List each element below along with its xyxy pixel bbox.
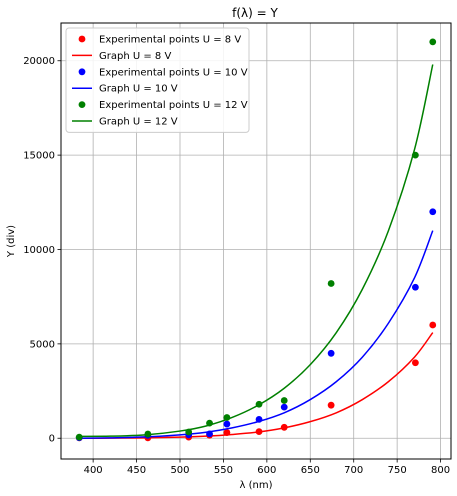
data-point bbox=[411, 283, 419, 291]
legend-label: Experimental points U = 8 V bbox=[99, 35, 241, 46]
y-tick-label: 5000 bbox=[30, 339, 55, 350]
y-tick-label: 0 bbox=[49, 434, 55, 445]
x-tick-label: 650 bbox=[301, 465, 320, 476]
x-tick-label: 450 bbox=[127, 465, 146, 476]
data-point bbox=[75, 433, 83, 441]
y-tick-label: 20000 bbox=[23, 56, 55, 67]
y-tick-label: 15000 bbox=[23, 151, 55, 162]
legend-label: Graph U = 8 V bbox=[99, 51, 171, 62]
data-point bbox=[327, 401, 335, 409]
series-layer bbox=[75, 38, 437, 442]
data-point bbox=[280, 397, 288, 404]
legend-frame bbox=[65, 27, 250, 133]
x-tick-label: 700 bbox=[344, 465, 363, 476]
x-tick-label: 550 bbox=[214, 465, 233, 476]
data-point bbox=[280, 403, 288, 411]
legend-label: Experimental points U = 12 V bbox=[99, 100, 248, 111]
data-point bbox=[327, 349, 335, 357]
legend-label: Graph U = 10 V bbox=[99, 84, 178, 95]
x-tick-label: 750 bbox=[388, 465, 407, 476]
data-point bbox=[429, 208, 437, 216]
series-line-graph-u-12-v bbox=[79, 64, 434, 438]
legend-swatch-point bbox=[78, 101, 86, 108]
data-point bbox=[429, 321, 437, 329]
data-point bbox=[411, 359, 419, 367]
x-tick-label: 500 bbox=[170, 465, 189, 476]
series-experimental-points-u-8-v bbox=[75, 321, 437, 442]
data-point bbox=[327, 280, 335, 287]
y-tick-label: 10000 bbox=[23, 245, 55, 256]
legend-swatch-point bbox=[78, 68, 86, 76]
plot-frame bbox=[60, 22, 452, 460]
chart-title: f(λ) = Y bbox=[232, 6, 278, 20]
y-axis-label: Y (div) bbox=[6, 225, 17, 258]
grid bbox=[61, 23, 451, 459]
data-point bbox=[429, 38, 437, 46]
x-axis-label: λ (nm) bbox=[240, 480, 273, 491]
y-axis-ticks: 0 5000 10000 15000 20000 bbox=[23, 56, 61, 445]
series-graph-u-12-v bbox=[79, 64, 434, 438]
legend-swatch-point bbox=[78, 35, 86, 43]
x-tick-label: 400 bbox=[84, 465, 103, 476]
x-tick-label: 600 bbox=[257, 465, 276, 476]
series-experimental-points-u-12-v bbox=[75, 38, 437, 441]
data-point bbox=[223, 420, 231, 428]
legend: Experimental points U = 8 V Graph U = 8 V… bbox=[65, 27, 250, 133]
x-tick-label: 800 bbox=[431, 465, 450, 476]
legend-label: Graph U = 12 V bbox=[99, 117, 178, 128]
legend-label: Experimental points U = 10 V bbox=[99, 67, 248, 78]
x-axis-ticks: 400 450 500 550 600 650 700 750 800 bbox=[84, 459, 450, 476]
